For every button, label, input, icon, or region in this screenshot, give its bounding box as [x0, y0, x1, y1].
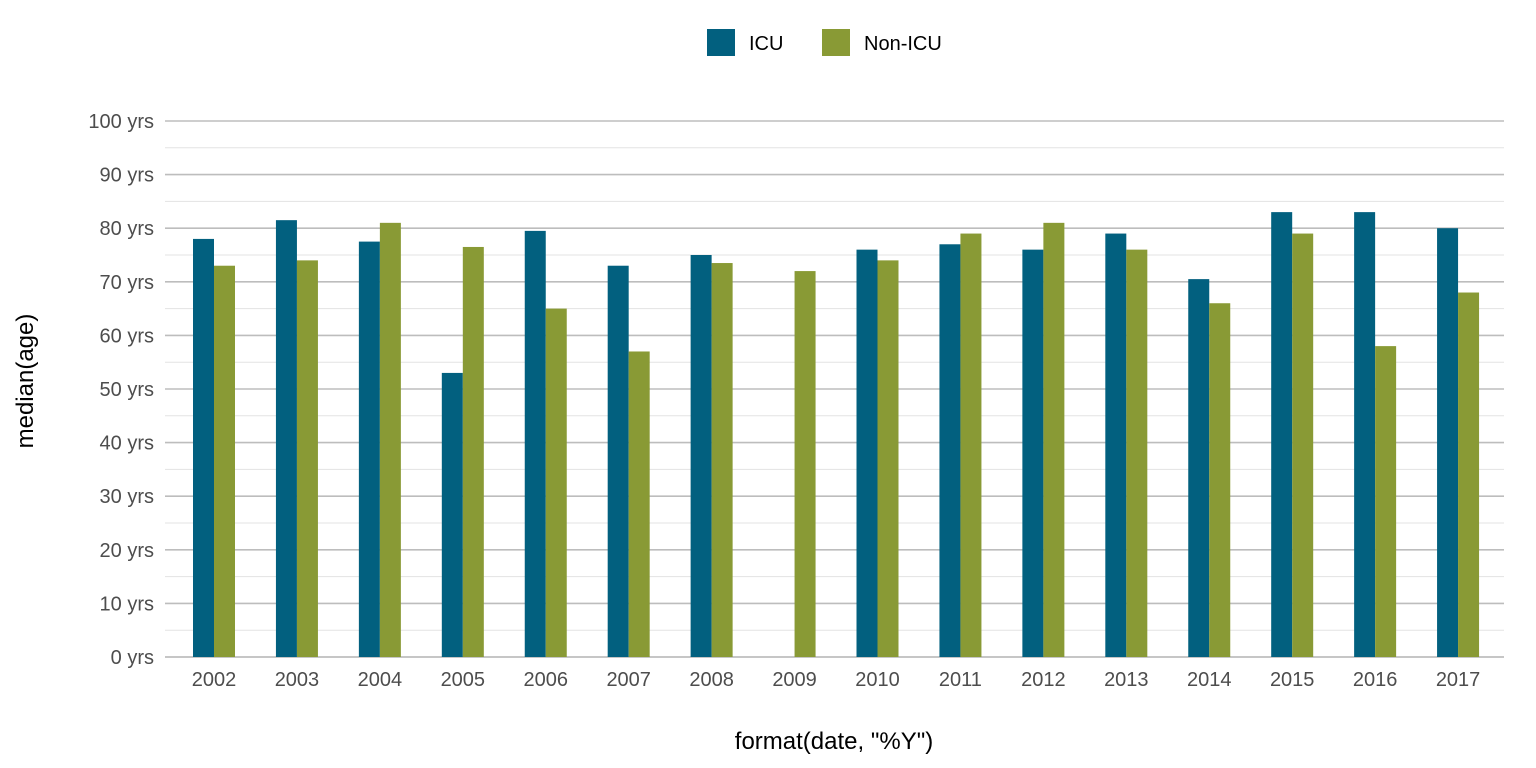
bar-icu-2008: [690, 255, 712, 657]
x-tick-label: 2002: [192, 669, 237, 691]
y-tick-label: 80 yrs: [100, 218, 154, 240]
bar-icu-2007: [607, 265, 629, 657]
bar-icu-2014: [1188, 279, 1210, 657]
bar-non-icu-2017: [1458, 292, 1480, 657]
bar-icu-2003: [275, 220, 297, 657]
bars: [193, 212, 1480, 658]
bar-non-icu-2015: [1292, 233, 1314, 657]
bar-non-icu-2012: [1043, 222, 1065, 657]
x-tick-label: 2013: [1104, 669, 1149, 691]
bar-icu-2005: [441, 372, 463, 657]
bar-icu-2006: [524, 230, 546, 657]
bar-icu-2016: [1354, 212, 1376, 657]
x-tick-label: 2006: [524, 669, 569, 691]
x-tick-label: 2011: [939, 669, 982, 691]
bar-non-icu-2016: [1375, 346, 1397, 657]
bar-non-icu-2014: [1209, 303, 1231, 657]
bar-icu-2012: [1022, 249, 1044, 657]
y-tick-label: 50 yrs: [100, 379, 154, 401]
bar-non-icu-2007: [628, 351, 650, 657]
x-axis-ticks: 2002 2003 2004 2005 2006 2007 2008 2009 2010 2011…: [192, 669, 1481, 691]
y-axis-title: median(age): [12, 314, 39, 449]
legend-swatch-non-icu: [822, 29, 850, 56]
y-tick-label: 100 yrs: [88, 111, 154, 133]
legend-label-icu: ICU: [749, 33, 783, 55]
y-tick-label: 30 yrs: [100, 486, 154, 508]
x-tick-label: 2016: [1353, 669, 1398, 691]
y-axis-ticks: 0 yrs 10 yrs 20 yrs 30 yrs 40 yrs 50 yrs 60 yr…: [88, 111, 154, 669]
legend-label-non-icu: Non-ICU: [864, 33, 942, 55]
bar-non-icu-2010: [877, 260, 899, 657]
bar-non-icu-2013: [1126, 249, 1148, 657]
legend-swatch-icu: [707, 29, 735, 56]
x-tick-label: 2009: [772, 669, 817, 691]
bar-icu-2002: [193, 238, 214, 658]
x-tick-label: 2007: [606, 669, 651, 691]
bar-non-icu-2008: [711, 263, 733, 657]
bar-icu-2013: [1105, 233, 1127, 657]
y-tick-label: 60 yrs: [100, 325, 154, 347]
bar-non-icu-2002: [214, 265, 235, 657]
bar-non-icu-2004: [379, 222, 401, 657]
x-tick-label: 2008: [689, 669, 734, 691]
bar-icu-2004: [358, 241, 380, 657]
y-tick-label: 70 yrs: [100, 272, 154, 294]
x-axis-title: format(date, "%Y"): [735, 728, 933, 755]
bar-icu-2010: [856, 249, 878, 657]
x-tick-label: 2010: [855, 669, 900, 691]
y-tick-label: 20 yrs: [100, 540, 154, 562]
y-tick-label: 10 yrs: [100, 593, 154, 615]
x-tick-label: 2014: [1187, 669, 1232, 691]
x-tick-label: 2017: [1436, 669, 1481, 691]
legend: ICU Non-ICU: [707, 29, 942, 56]
bar-non-icu-2005: [462, 246, 484, 657]
bar-non-icu-2011: [960, 233, 982, 657]
x-tick-label: 2005: [441, 669, 486, 691]
bar-non-icu-2003: [296, 260, 318, 657]
x-tick-label: 2015: [1270, 669, 1315, 691]
bar-icu-2011: [939, 244, 961, 657]
y-tick-label: 90 yrs: [100, 165, 154, 187]
bar-non-icu-2006: [545, 308, 567, 657]
x-tick-label: 2004: [358, 669, 403, 691]
x-tick-label: 2003: [275, 669, 320, 691]
bar-icu-2015: [1271, 212, 1293, 657]
y-tick-label: 0 yrs: [111, 647, 154, 669]
bar-icu-2017: [1437, 228, 1459, 657]
x-tick-label: 2012: [1021, 669, 1066, 691]
bar-non-icu-2009: [794, 271, 816, 657]
y-tick-label: 40 yrs: [100, 433, 154, 455]
